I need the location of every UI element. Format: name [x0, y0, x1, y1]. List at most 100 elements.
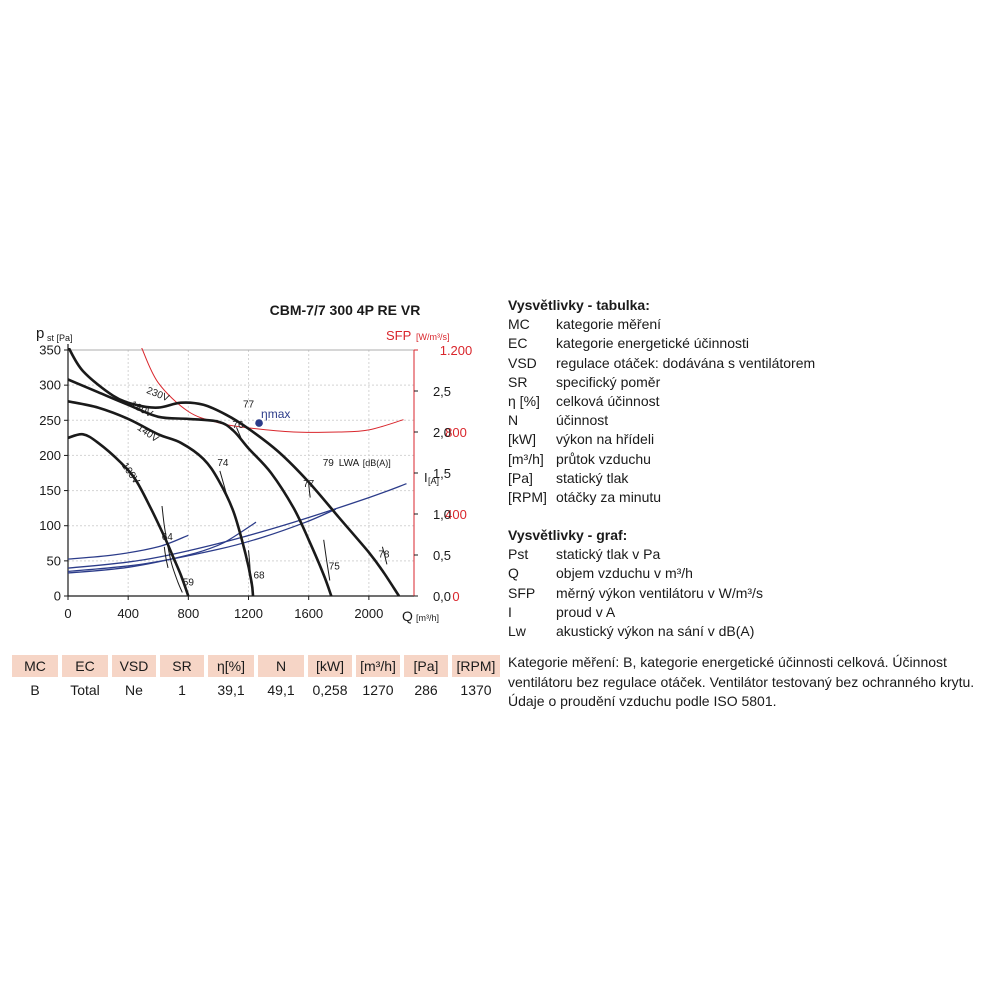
- legend-key: SR: [508, 373, 528, 390]
- legend-item: SFP měrný výkon ventilátoru v W/m³/s: [508, 584, 763, 603]
- header-pa: [Pa]: [404, 655, 448, 677]
- chart-title: CBM-7/7 300 4P RE VR: [269, 302, 421, 318]
- legend-item: VSD regulace otáček: dodávána s ventiláto…: [508, 354, 815, 373]
- legend-key: MC: [508, 316, 530, 333]
- legend-item: [Pa] statický tlak: [508, 469, 815, 488]
- legend-value: kategorie energetické účinnosti: [556, 335, 750, 352]
- value-eta: 39,1: [217, 682, 245, 698]
- header-rpm: [RPM]: [452, 655, 500, 677]
- x-tick-label: 1200: [234, 606, 263, 621]
- voltage-label: 180V: [128, 399, 154, 420]
- current-curve-230v: [67, 483, 407, 569]
- eta-max-label: ηmax: [261, 407, 290, 421]
- sfp-axis-unit: [W/m³/s]: [416, 332, 450, 342]
- legend-key: EC: [508, 335, 528, 352]
- legend-table-title: Vysvětlivky - tabulka:: [508, 297, 650, 313]
- x-tick-label: 800: [177, 606, 199, 621]
- legend-table: Vysvětlivky - tabulka: MC kategorie měřen…: [508, 296, 815, 507]
- current-axis-unit: [A]: [428, 476, 439, 486]
- legend-key: Q: [508, 565, 519, 582]
- header-sr: SR: [160, 655, 204, 677]
- legend-item: η [%] celková účinnost: [508, 392, 815, 411]
- y-tick-label: 300: [39, 378, 61, 393]
- legend-value: akustický výkon na sání v dB(A): [556, 623, 755, 640]
- iso-line-75: [323, 539, 331, 581]
- lwa-label-sub: [dB(A)]: [363, 458, 391, 468]
- legend-item: SR specifický poměr: [508, 373, 815, 392]
- x-tick-label: 2000: [354, 606, 383, 621]
- parameters-value-row: B Total Ne 1 39,1 49,1 0,258 1270 286 13…: [12, 677, 500, 703]
- header-eta: η[%]: [208, 655, 254, 677]
- iso-label: 68: [253, 570, 265, 581]
- header-m3h: [m³/h]: [356, 655, 400, 677]
- y-tick-label: 150: [39, 483, 61, 498]
- header-vsd: VSD: [112, 655, 156, 677]
- legend-key: SFP: [508, 584, 536, 601]
- pressure-curve-230v: [68, 348, 401, 596]
- legend-value: kategorie měření: [556, 316, 662, 333]
- pressure-curve-180v: [68, 378, 333, 596]
- legend-key: VSD: [508, 354, 537, 371]
- current-tick-label: 1,0: [433, 507, 451, 522]
- current-axis-label: I: [424, 470, 428, 485]
- legend-key: [m³/h]: [508, 450, 544, 467]
- value-m3h: 1270: [362, 682, 394, 698]
- iso-line-64: [163, 546, 169, 568]
- header-kw: [kW]: [308, 655, 352, 677]
- current-curve-140v: [67, 521, 257, 574]
- legend-value: celková účinnost: [556, 393, 660, 410]
- iso-line-77: [308, 483, 311, 498]
- voltage-label: 140V: [135, 422, 161, 445]
- y-tick-label: 50: [47, 553, 61, 568]
- iso-line-59: [161, 505, 183, 593]
- legend-item: MC kategorie měření: [508, 315, 815, 334]
- value-n: 49,1: [267, 682, 295, 698]
- legend-value: statický tlak v Pa: [556, 546, 661, 563]
- plot-frame: [67, 349, 415, 597]
- legend-value: statický tlak: [556, 469, 629, 486]
- current-tick-label: 0,0: [433, 589, 451, 604]
- measurement-note: Kategorie měření: B, kategorie energetic…: [508, 654, 975, 709]
- legend-key: [kW]: [508, 431, 536, 448]
- legend-value: objem vzduchu v m³/h: [556, 565, 693, 582]
- legend-key: N: [508, 412, 519, 429]
- x-axis-unit: [m³/h]: [416, 613, 439, 623]
- legend-item: [kW] výkon na hřídeli: [508, 430, 815, 449]
- eta-max-point: [255, 419, 263, 427]
- legend-value: specifický poměr: [556, 373, 661, 390]
- iso-label: 77: [243, 400, 255, 411]
- legend-key: η [%]: [508, 393, 540, 410]
- x-tick-label: 0: [64, 606, 71, 621]
- legend-value: průtok vzduchu: [556, 450, 651, 467]
- sfp-tick-label: 0: [452, 589, 459, 604]
- legend-value: regulace otáček: dodávána s ventilátorem: [556, 354, 816, 371]
- sfp-axis-label: SFP: [386, 328, 411, 343]
- value-pa: 286: [414, 682, 438, 698]
- legend-item: Lw akustický výkon na sání v dB(A): [508, 622, 763, 641]
- legend-graph: Vysvětlivky - graf: Pst statický tlak v P…: [508, 526, 763, 641]
- iso-label: 75: [329, 561, 341, 572]
- y-tick-label: 200: [39, 448, 61, 463]
- y-axis-label: p: [36, 325, 44, 342]
- current-tick-label: 2,0: [433, 425, 451, 440]
- legend-value: proud v A: [556, 603, 616, 620]
- current-curve-100v: [67, 534, 189, 560]
- legend-key: I: [508, 603, 512, 620]
- legend-item: EC kategorie energetické účinnosti: [508, 334, 815, 353]
- legend-item: [RPM] otáčky za minutu: [508, 488, 815, 507]
- x-tick-label: 1600: [294, 606, 323, 621]
- legend-key: Pst: [508, 546, 529, 563]
- current-tick-label: 2,5: [433, 384, 451, 399]
- header-n: N: [258, 655, 304, 677]
- header-mc: MC: [12, 655, 58, 677]
- current-curve-180v: [67, 508, 337, 573]
- iso-label: 79: [323, 458, 335, 469]
- value-rpm: 1370: [460, 682, 492, 698]
- value-vsd: Ne: [125, 682, 143, 698]
- parameters-table: MC EC VSD SR η[%] N [kW] [m³/h] [Pa] [RP…: [8, 655, 504, 703]
- iso-label: 59: [183, 577, 195, 588]
- value-mc: B: [30, 682, 40, 698]
- legend-value: měrný výkon ventilátoru v W/m³/s: [556, 584, 763, 601]
